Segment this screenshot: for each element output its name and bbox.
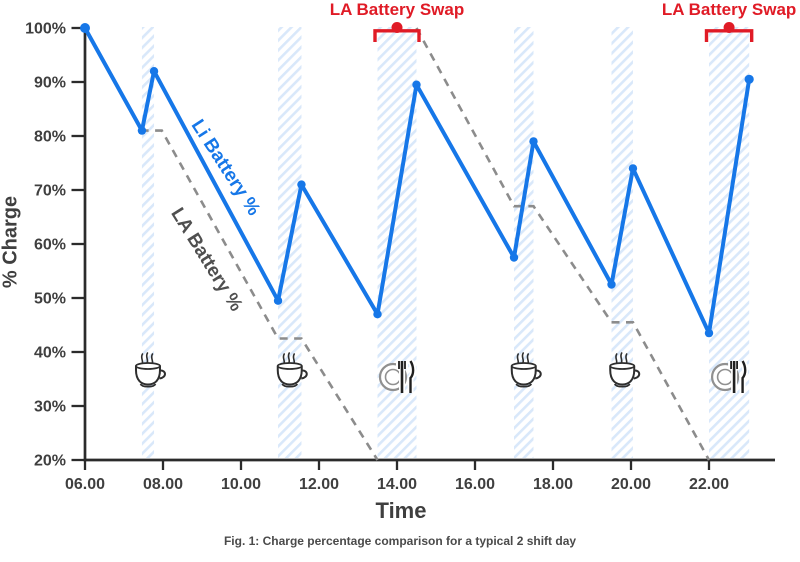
- coffee-icon: [510, 352, 542, 388]
- li-battery-line: [83, 26, 752, 336]
- li-line-marker: [529, 137, 538, 146]
- li-line-marker: [509, 253, 519, 262]
- swap-dot: [391, 22, 403, 33]
- x-tick-label: 12.00: [299, 476, 339, 493]
- x-tick-label: 08.00: [143, 476, 183, 493]
- swap-dot: [723, 22, 735, 33]
- meal-icon: [378, 359, 417, 393]
- break-band: [611, 27, 633, 458]
- y-axis-title: % Charge: [0, 195, 22, 289]
- break-band: [514, 27, 534, 458]
- x-tick-label: 14.00: [377, 476, 417, 493]
- x-tick-label: 10.00: [221, 476, 261, 493]
- coffee-icon: [134, 352, 166, 388]
- y-tick-label: 30%: [34, 399, 66, 416]
- break-band: [141, 27, 155, 458]
- x-tick-label: 20.00: [611, 476, 651, 493]
- coffee-icon: [276, 352, 308, 388]
- x-tick-label: 16.00: [455, 476, 495, 493]
- li-line-marker: [744, 74, 754, 84]
- y-tick-label: 100%: [25, 21, 66, 38]
- y-tick-label: 90%: [34, 75, 66, 92]
- li-line-marker: [297, 180, 306, 189]
- x-tick-label: 06.00: [65, 476, 105, 493]
- y-tick-label: 60%: [34, 237, 66, 254]
- li-line-marker: [149, 67, 159, 76]
- y-tick-label: 80%: [34, 129, 66, 146]
- y-tick-label: 20%: [34, 453, 66, 470]
- li-line-marker: [273, 296, 283, 305]
- figure-caption: Fig. 1: Charge percentage comparison for…: [223, 534, 577, 548]
- li-line-marker: [412, 80, 421, 89]
- y-tick-label: 50%: [34, 291, 66, 308]
- li-line-marker: [80, 23, 90, 33]
- break-band: [709, 27, 750, 458]
- x-axis-title: Time: [375, 498, 427, 523]
- li-line-marker: [628, 164, 638, 173]
- li-line-marker: [607, 280, 616, 289]
- coffee-icon: [609, 352, 641, 388]
- swap-label-0: LA Battery Swap: [329, 0, 465, 19]
- x-tick-label: 18.00: [533, 476, 573, 493]
- break-band: [377, 27, 417, 458]
- la-battery-line: [83, 27, 379, 461]
- li-line-marker: [704, 328, 714, 338]
- x-tick-label: 22.00: [689, 476, 729, 493]
- li-line-marker: [373, 310, 382, 319]
- meal-icon: [710, 359, 749, 393]
- la-battery-line: [415, 27, 711, 461]
- li-line-marker: [137, 126, 147, 135]
- y-tick-label: 40%: [34, 345, 66, 362]
- swap-label-1: LA Battery Swap: [661, 0, 797, 19]
- y-tick-label: 70%: [34, 183, 66, 200]
